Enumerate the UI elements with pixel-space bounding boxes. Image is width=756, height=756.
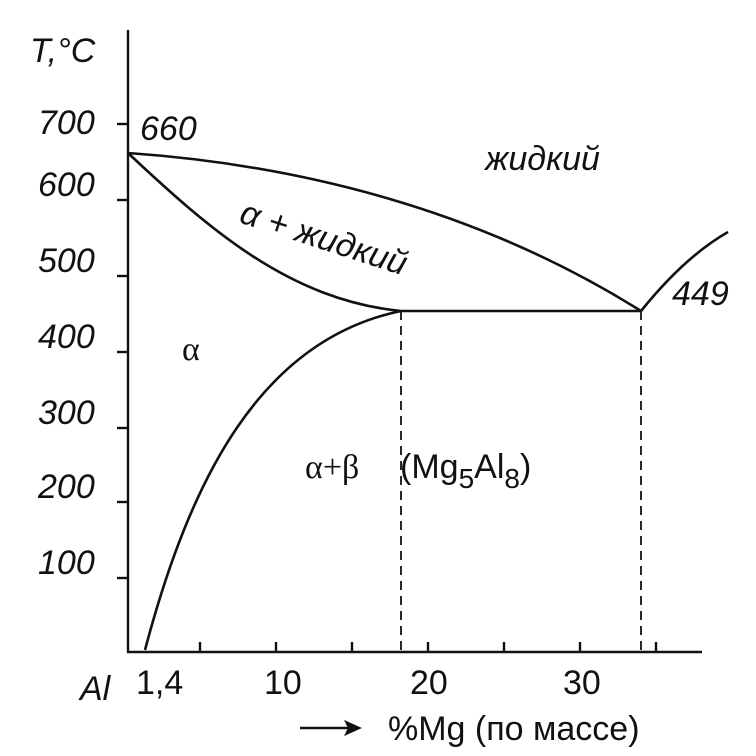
y-tick-label: 600	[38, 166, 95, 204]
x-tick-label: 1,4	[136, 664, 183, 702]
y-tick-label: 300	[38, 394, 95, 432]
y-tick-label: 500	[38, 242, 95, 280]
formula-part: )	[520, 448, 531, 486]
solvus	[143, 309, 402, 651]
origin-label: Al	[78, 670, 112, 708]
x-title: %Mg (по массе)	[388, 710, 640, 748]
solidus	[127, 152, 402, 313]
y-tick-marks	[117, 122, 128, 580]
liquid-label: жидкий	[483, 140, 600, 178]
x-tick-label: 10	[264, 664, 302, 702]
formula-sub: 8	[504, 463, 520, 494]
alpha-label: α	[182, 331, 200, 368]
alpha-liquid-label: α + жидкий	[236, 193, 412, 283]
x-tick-marks	[198, 642, 658, 652]
arrow	[300, 720, 362, 736]
beta-formula: (Mg5Al8)	[400, 448, 531, 494]
liquidus-right	[639, 230, 729, 312]
x-tick-label: 20	[410, 664, 448, 702]
liquidus	[127, 151, 642, 313]
alpha-beta-label: α+β	[305, 449, 359, 486]
y-tick-label: 100	[38, 544, 95, 582]
y-tick-label: 200	[37, 468, 95, 506]
x-tick-label: 30	[563, 664, 601, 702]
melting-point: 660	[140, 110, 197, 148]
formula-sub: 5	[459, 463, 475, 494]
y-tick-label: 700	[38, 104, 95, 142]
y-title: T,°C	[30, 32, 96, 70]
y-tick-label: 400	[38, 318, 95, 356]
formula-part: Al	[474, 448, 504, 486]
eutectic-temp: 449	[672, 275, 729, 313]
formula-part: (Mg	[400, 448, 459, 486]
y-tick-labels: 700 600 500 400 300 200 100	[37, 104, 95, 582]
